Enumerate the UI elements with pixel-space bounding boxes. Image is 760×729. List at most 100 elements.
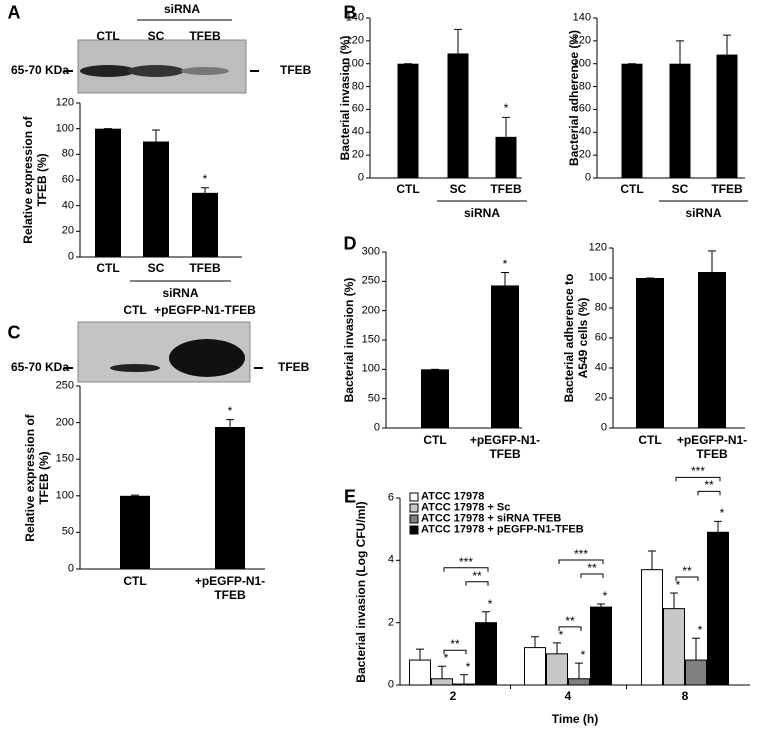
y-tick-label: 100 [55, 122, 74, 135]
western-blot-c [64, 321, 263, 383]
x-tick-label: TFEB [490, 182, 522, 196]
error-bar [460, 674, 468, 685]
significance-bracket [675, 576, 699, 582]
significance-label: *** [573, 547, 589, 562]
error-bar [482, 611, 490, 623]
bar [707, 531, 729, 686]
y-tick-label: 150 [55, 452, 74, 465]
x-tick-label: 4 [564, 689, 572, 703]
significance-label: ** [450, 637, 460, 652]
legend-label: ATCC 17978 + Sc [421, 501, 511, 514]
significance-star: * [580, 648, 586, 663]
bar [409, 659, 431, 686]
significance-star: * [227, 403, 233, 418]
blot-protein-label: TFEB [278, 360, 310, 375]
legend-label: ATCC 17978 [421, 490, 485, 503]
y-tick-label: 80 [594, 301, 607, 314]
legend-swatch [409, 503, 419, 513]
y-tick-label: 100 [345, 57, 364, 70]
y-tick-label: 200 [361, 304, 380, 317]
y-tick-label: 120 [345, 34, 364, 47]
error-bar [454, 28, 462, 54]
y-tick-label: 140 [572, 11, 591, 24]
blot-lane-label: CTL [123, 303, 147, 318]
error-bar [152, 129, 160, 142]
x-tick-label: +pEGFP-N1-TFEB [469, 433, 541, 461]
y-tick-label: 20 [61, 225, 74, 238]
bar [685, 659, 707, 686]
significance-bracket [443, 649, 467, 655]
blot-lane-label: SC [147, 29, 165, 44]
y-tick-label: 50 [61, 526, 74, 539]
bar [546, 653, 568, 686]
error-bar [714, 520, 722, 533]
significance-star: * [602, 589, 608, 604]
error-bar [692, 637, 700, 661]
group-label: siRNA [463, 206, 501, 221]
bar [95, 128, 121, 257]
y-tick-label: 20 [594, 391, 607, 404]
bar [636, 278, 664, 428]
x-tick-label: CTL [96, 261, 120, 275]
legend-swatch [409, 492, 419, 502]
blot-marker-label: 65-70 KDa [10, 360, 70, 375]
error-bar [723, 34, 731, 55]
blot-band [181, 67, 229, 75]
bar [447, 53, 469, 178]
x-tick-label: +pEGFP-N1-TFEB [194, 574, 266, 602]
blot-band [128, 65, 184, 77]
x-tick-label: SC [147, 261, 165, 275]
y-tick-label: 100 [572, 57, 591, 70]
y-tick-label: 60 [61, 173, 74, 186]
x-tick-label: TFEB [711, 182, 743, 196]
y-tick-label: 300 [361, 245, 380, 258]
bar [590, 606, 612, 686]
y-axis-label: Relative expression of TFEB (%) [23, 413, 51, 542]
error-bar [131, 494, 139, 496]
bar [621, 63, 643, 178]
blot-band [80, 65, 136, 77]
bar [524, 647, 546, 686]
blot-group-label: siRNA [163, 2, 201, 17]
panel-letter: E [343, 486, 357, 507]
y-tick-label: 80 [61, 148, 74, 161]
y-axis-label: Bacterial invasion (%) [338, 35, 353, 161]
bar [716, 54, 738, 179]
y-tick-label: 0 [373, 421, 380, 434]
significance-star: * [719, 506, 725, 521]
error-bar [553, 642, 561, 654]
blot-marker-label: 65-70 KDa [10, 63, 70, 78]
y-axis-label: Bacterial invasion (Log CFU/ml) [354, 500, 369, 683]
error-bar [201, 187, 209, 193]
y-tick-label: 40 [351, 125, 364, 138]
bar [475, 622, 497, 686]
significance-bracket [465, 581, 489, 586]
significance-label: ** [704, 478, 714, 493]
x-tick-label: CTL [396, 182, 420, 196]
x-tick-label: TFEB [189, 261, 221, 275]
x-tick-label: CTL [638, 433, 662, 447]
error-bar [531, 636, 539, 648]
panel-letter: B [343, 2, 357, 23]
error-bar [502, 116, 510, 137]
significance-label: ** [565, 614, 575, 629]
y-tick-label: 40 [61, 199, 74, 212]
y-tick-label: 0 [357, 171, 364, 184]
x-tick-label: CTL [620, 182, 644, 196]
bar [491, 285, 519, 428]
y-tick-label: 80 [351, 80, 364, 93]
y-tick-label: 0 [67, 562, 74, 575]
error-bar [708, 250, 716, 272]
y-axis-label: Bacterial adherence to A549 cells (%) [562, 273, 590, 403]
x-tick-label: +pEGFP-N1-TFEB [676, 433, 748, 461]
significance-label: ** [682, 564, 692, 579]
significance-star: * [503, 101, 509, 116]
bar [421, 369, 449, 428]
significance-star: * [502, 256, 508, 271]
bar [397, 63, 419, 178]
blot-protein-label: TFEB [280, 63, 312, 78]
blot-lane-label: CTL [96, 29, 120, 44]
y-tick-label: 50 [367, 392, 380, 405]
y-axis-label: Bacterial adherence (%) [567, 29, 582, 167]
significance-bracket [558, 559, 604, 564]
